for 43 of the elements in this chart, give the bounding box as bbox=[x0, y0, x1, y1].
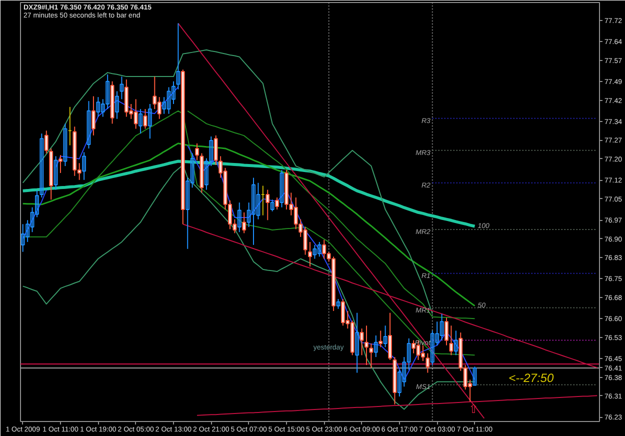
candlestick bbox=[355, 312, 360, 374]
candlestick bbox=[280, 170, 284, 208]
candlestick bbox=[364, 325, 368, 366]
candlestick bbox=[82, 152, 86, 180]
candlestick bbox=[63, 123, 68, 167]
candlestick bbox=[388, 312, 392, 360]
line-series bbox=[22, 49, 433, 314]
candlestick bbox=[242, 212, 246, 234]
candlestick bbox=[412, 340, 416, 354]
annotation: ⇧ bbox=[468, 402, 478, 416]
candlestick bbox=[40, 133, 44, 198]
candlestick bbox=[115, 90, 119, 120]
candlestick bbox=[444, 317, 448, 346]
candlestick bbox=[176, 22, 180, 90]
candlestick bbox=[214, 134, 218, 166]
candlestick bbox=[86, 100, 91, 149]
candlestick bbox=[383, 325, 388, 348]
annotation: <--27:50 bbox=[508, 370, 554, 385]
candlestick bbox=[92, 96, 96, 136]
candlestick bbox=[266, 189, 270, 221]
candlestick bbox=[195, 142, 199, 161]
candlestick bbox=[378, 330, 383, 348]
candlestick bbox=[308, 241, 312, 267]
candlestick bbox=[374, 334, 378, 358]
candlestick bbox=[336, 298, 340, 310]
candlestick bbox=[270, 199, 274, 212]
line-series bbox=[21, 160, 476, 228]
candlestick bbox=[58, 154, 62, 174]
line-series bbox=[187, 110, 476, 320]
line-series bbox=[22, 110, 476, 356]
candlestick bbox=[44, 130, 48, 154]
candlestick bbox=[454, 330, 458, 356]
candlestick bbox=[138, 108, 142, 134]
candlestick bbox=[426, 352, 430, 374]
candlestick bbox=[275, 196, 280, 210]
candlestick bbox=[148, 103, 152, 140]
candlestick bbox=[360, 328, 364, 356]
candlestick bbox=[472, 366, 477, 386]
candlestick bbox=[237, 202, 242, 233]
candlestick bbox=[143, 108, 148, 130]
candlestick bbox=[120, 76, 124, 100]
candlestick bbox=[54, 156, 58, 190]
candlestick bbox=[369, 342, 374, 368]
